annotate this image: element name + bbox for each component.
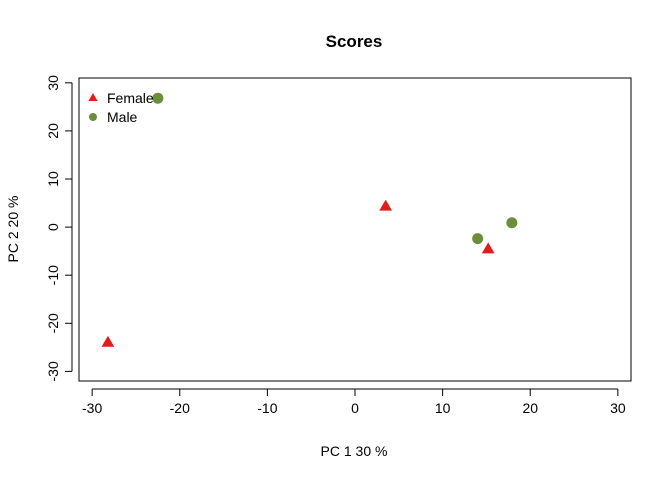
y-tick-label: 0 xyxy=(45,223,61,231)
x-axis: -30 -20 -10 0 10 20 30 xyxy=(82,388,626,416)
x-tick-label: -10 xyxy=(257,400,277,416)
data-points xyxy=(101,92,518,347)
plot-area xyxy=(78,77,632,382)
x-tick-label: -20 xyxy=(170,400,190,416)
x-tick-label: -30 xyxy=(82,400,102,416)
female-point xyxy=(379,199,393,211)
y-tick-label: -20 xyxy=(45,313,61,333)
female-point xyxy=(481,242,495,254)
legend-male-label: Male xyxy=(107,109,138,125)
x-tick-label: 30 xyxy=(610,400,626,416)
x-tick-label: 20 xyxy=(522,400,538,416)
female-point xyxy=(101,335,115,347)
chart-title: Scores xyxy=(326,32,383,51)
male-point xyxy=(152,92,164,104)
y-tick-label: 10 xyxy=(45,171,61,187)
x-tick-label: 10 xyxy=(435,400,451,416)
legend-female-label: Female xyxy=(107,90,154,106)
male-point xyxy=(472,233,484,245)
y-axis-label: PC 2 20 % xyxy=(5,196,21,263)
y-axis: -30 -20 -10 0 10 20 30 xyxy=(45,75,73,381)
x-tick-label: 0 xyxy=(351,400,359,416)
y-tick-label: -10 xyxy=(45,265,61,285)
y-tick-label: -30 xyxy=(45,361,61,381)
legend: Female Male xyxy=(88,90,154,125)
y-tick-label: 20 xyxy=(45,123,61,139)
male-point xyxy=(506,217,518,229)
legend-male-marker xyxy=(89,113,97,121)
y-tick-label: 30 xyxy=(45,75,61,91)
x-axis-label: PC 1 30 % xyxy=(321,443,388,459)
legend-female-marker xyxy=(88,93,98,102)
